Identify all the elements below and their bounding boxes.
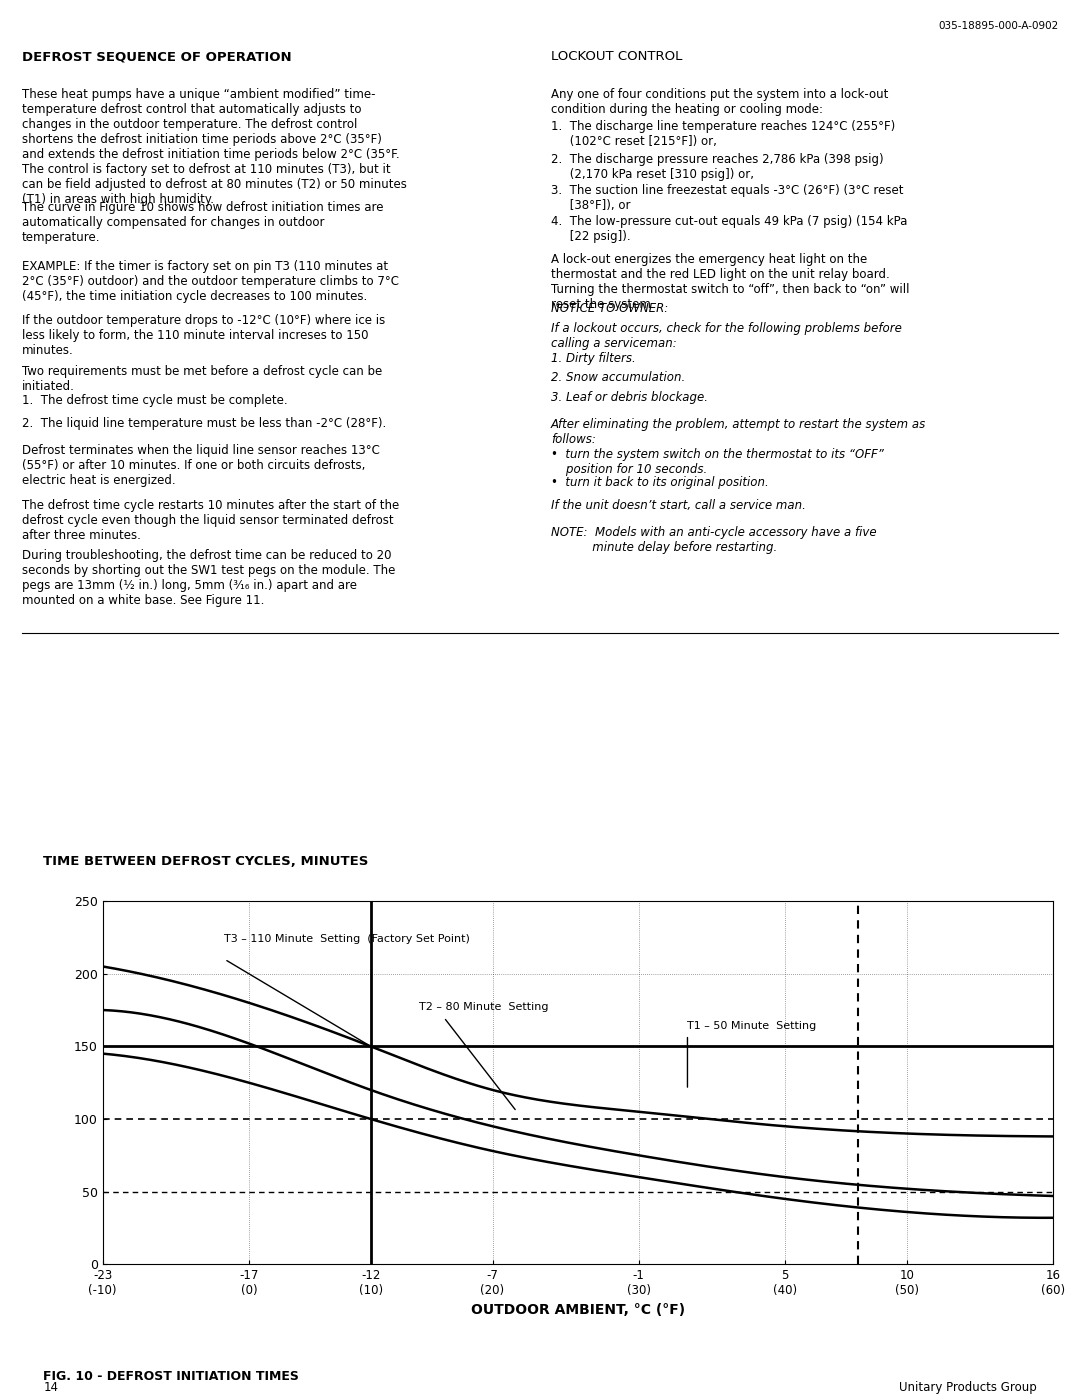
Text: The defrost time cycle restarts 10 minutes after the start of the
defrost cycle : The defrost time cycle restarts 10 minut… (22, 499, 399, 542)
Text: 1.  The discharge line temperature reaches 124°C (255°F)
     (102°C reset [215°: 1. The discharge line temperature reache… (551, 120, 895, 148)
Text: If the unit doesn’t start, call a service man.: If the unit doesn’t start, call a servic… (551, 499, 806, 511)
Text: A lock-out energizes the emergency heat light on the
thermostat and the red LED : A lock-out energizes the emergency heat … (551, 253, 909, 312)
Text: T1 – 50 Minute  Setting: T1 – 50 Minute Setting (688, 1021, 816, 1031)
Text: TIME BETWEEN DEFROST CYCLES, MINUTES: TIME BETWEEN DEFROST CYCLES, MINUTES (43, 855, 368, 868)
Text: NOTICE TO OWNER:: NOTICE TO OWNER: (551, 302, 669, 314)
Text: After eliminating the problem, attempt to restart the system as
follows:: After eliminating the problem, attempt t… (551, 418, 926, 446)
Text: If a lockout occurs, check for the following problems before
calling a servicema: If a lockout occurs, check for the follo… (551, 321, 902, 349)
Text: Any one of four conditions put the system into a lock-out
condition during the h: Any one of four conditions put the syste… (551, 88, 888, 116)
Text: 2. Snow accumulation.: 2. Snow accumulation. (551, 372, 685, 384)
Text: LOCKOUT CONTROL: LOCKOUT CONTROL (551, 50, 683, 63)
Text: During troubleshooting, the defrost time can be reduced to 20
seconds by shortin: During troubleshooting, the defrost time… (22, 549, 395, 608)
Text: T3 – 110 Minute  Setting  (Factory Set Point): T3 – 110 Minute Setting (Factory Set Poi… (225, 933, 470, 944)
Text: 2.  The discharge pressure reaches 2,786 kPa (398 psig)
     (2,170 kPa reset [3: 2. The discharge pressure reaches 2,786 … (551, 152, 883, 180)
Text: 3.  The suction line freezestat equals -3°C (26°F) (3°C reset
     [38°F]), or: 3. The suction line freezestat equals -3… (551, 184, 903, 212)
Text: Defrost terminates when the liquid line sensor reaches 13°C
(55°F) or after 10 m: Defrost terminates when the liquid line … (22, 444, 379, 488)
Text: •  turn the system switch on the thermostat to its “OFF”
    position for 10 sec: • turn the system switch on the thermost… (551, 448, 883, 476)
Text: Two requirements must be met before a defrost cycle can be
initiated.: Two requirements must be met before a de… (22, 365, 382, 393)
Text: These heat pumps have a unique “ambient modified” time-
temperature defrost cont: These heat pumps have a unique “ambient … (22, 88, 406, 205)
Text: NOTE:  Models with an anti-cycle accessory have a five
           minute delay b: NOTE: Models with an anti-cycle accessor… (551, 527, 877, 555)
Text: 035-18895-000-A-0902: 035-18895-000-A-0902 (939, 21, 1058, 31)
Text: If the outdoor temperature drops to -12°C (10°F) where ice is
less likely to for: If the outdoor temperature drops to -12°… (22, 314, 384, 358)
Text: 14: 14 (43, 1382, 58, 1394)
Text: 1. Dirty filters.: 1. Dirty filters. (551, 352, 635, 365)
Text: •  turn it back to its original position.: • turn it back to its original position. (551, 476, 769, 489)
Text: 4.  The low-pressure cut-out equals 49 kPa (7 psig) (154 kPa
     [22 psig]).: 4. The low-pressure cut-out equals 49 kP… (551, 215, 907, 243)
X-axis label: OUTDOOR AMBIENT, °C (°F): OUTDOOR AMBIENT, °C (°F) (471, 1302, 685, 1317)
Text: 3. Leaf or debris blockage.: 3. Leaf or debris blockage. (551, 391, 707, 404)
Text: FIG. 10 - DEFROST INITIATION TIMES: FIG. 10 - DEFROST INITIATION TIMES (43, 1370, 299, 1383)
Text: Unitary Products Group: Unitary Products Group (899, 1382, 1037, 1394)
Text: DEFROST SEQUENCE OF OPERATION: DEFROST SEQUENCE OF OPERATION (22, 50, 292, 63)
Text: T2 – 80 Minute  Setting: T2 – 80 Minute Setting (419, 1002, 549, 1011)
Text: EXAMPLE: If the timer is factory set on pin T3 (110 minutes at
2°C (35°F) outdoo: EXAMPLE: If the timer is factory set on … (22, 260, 399, 303)
Text: 1.  The defrost time cycle must be complete.: 1. The defrost time cycle must be comple… (22, 394, 287, 407)
Text: 2.  The liquid line temperature must be less than -2°C (28°F).: 2. The liquid line temperature must be l… (22, 416, 386, 430)
Text: The curve in Figure 10 shows how defrost initiation times are
automatically comp: The curve in Figure 10 shows how defrost… (22, 201, 383, 244)
